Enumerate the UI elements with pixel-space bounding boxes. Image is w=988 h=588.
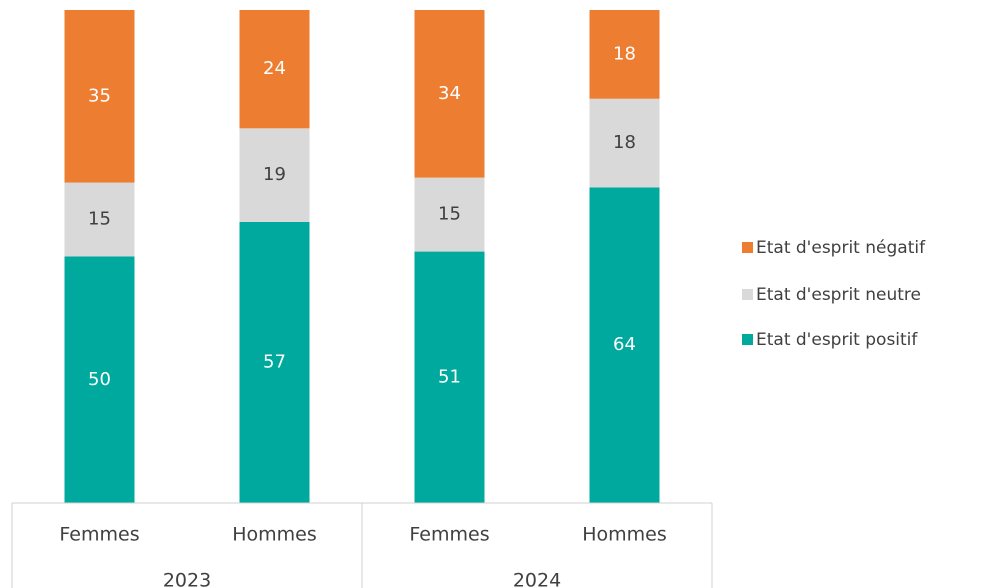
bar-segment [589,187,660,504]
data-label: 51 [438,366,461,387]
x-tick-label: Hommes [582,524,667,546]
bar-segment [414,177,485,252]
bar-segment [239,10,310,129]
legend-label: Etat d'esprit neutre [756,285,921,305]
data-label: 34 [438,83,461,104]
legend-swatch [742,334,753,345]
x-tick-label: Femmes [409,524,489,546]
legend-swatch [742,289,753,300]
bar-segment [589,98,660,188]
data-label: 15 [438,204,461,225]
legend-label: Etat d'esprit positif [756,330,918,350]
x-tick-label: Hommes [232,524,317,546]
data-label: 18 [613,132,636,153]
data-label: 18 [613,43,636,64]
bar-segment [414,251,485,503]
bar-segment [589,10,660,99]
x-tick-label: Femmes [59,524,139,546]
data-label: 64 [613,334,636,355]
data-label: 50 [88,369,111,390]
bar-segment [64,10,135,183]
group-label: 2024 [513,570,561,588]
data-label: 57 [263,351,286,372]
bar-segment [239,221,310,504]
legend-swatch [742,242,753,253]
data-label: 15 [88,209,111,230]
legend-label: Etat d'esprit négatif [756,238,926,258]
data-label: 19 [263,164,286,185]
bar-segment [239,128,310,222]
group-label: 2023 [163,570,211,588]
bar-segment [64,182,135,257]
data-label: 35 [88,85,111,106]
bar-segment [414,10,485,178]
data-label: 24 [263,58,286,79]
bar-segment [64,256,135,503]
